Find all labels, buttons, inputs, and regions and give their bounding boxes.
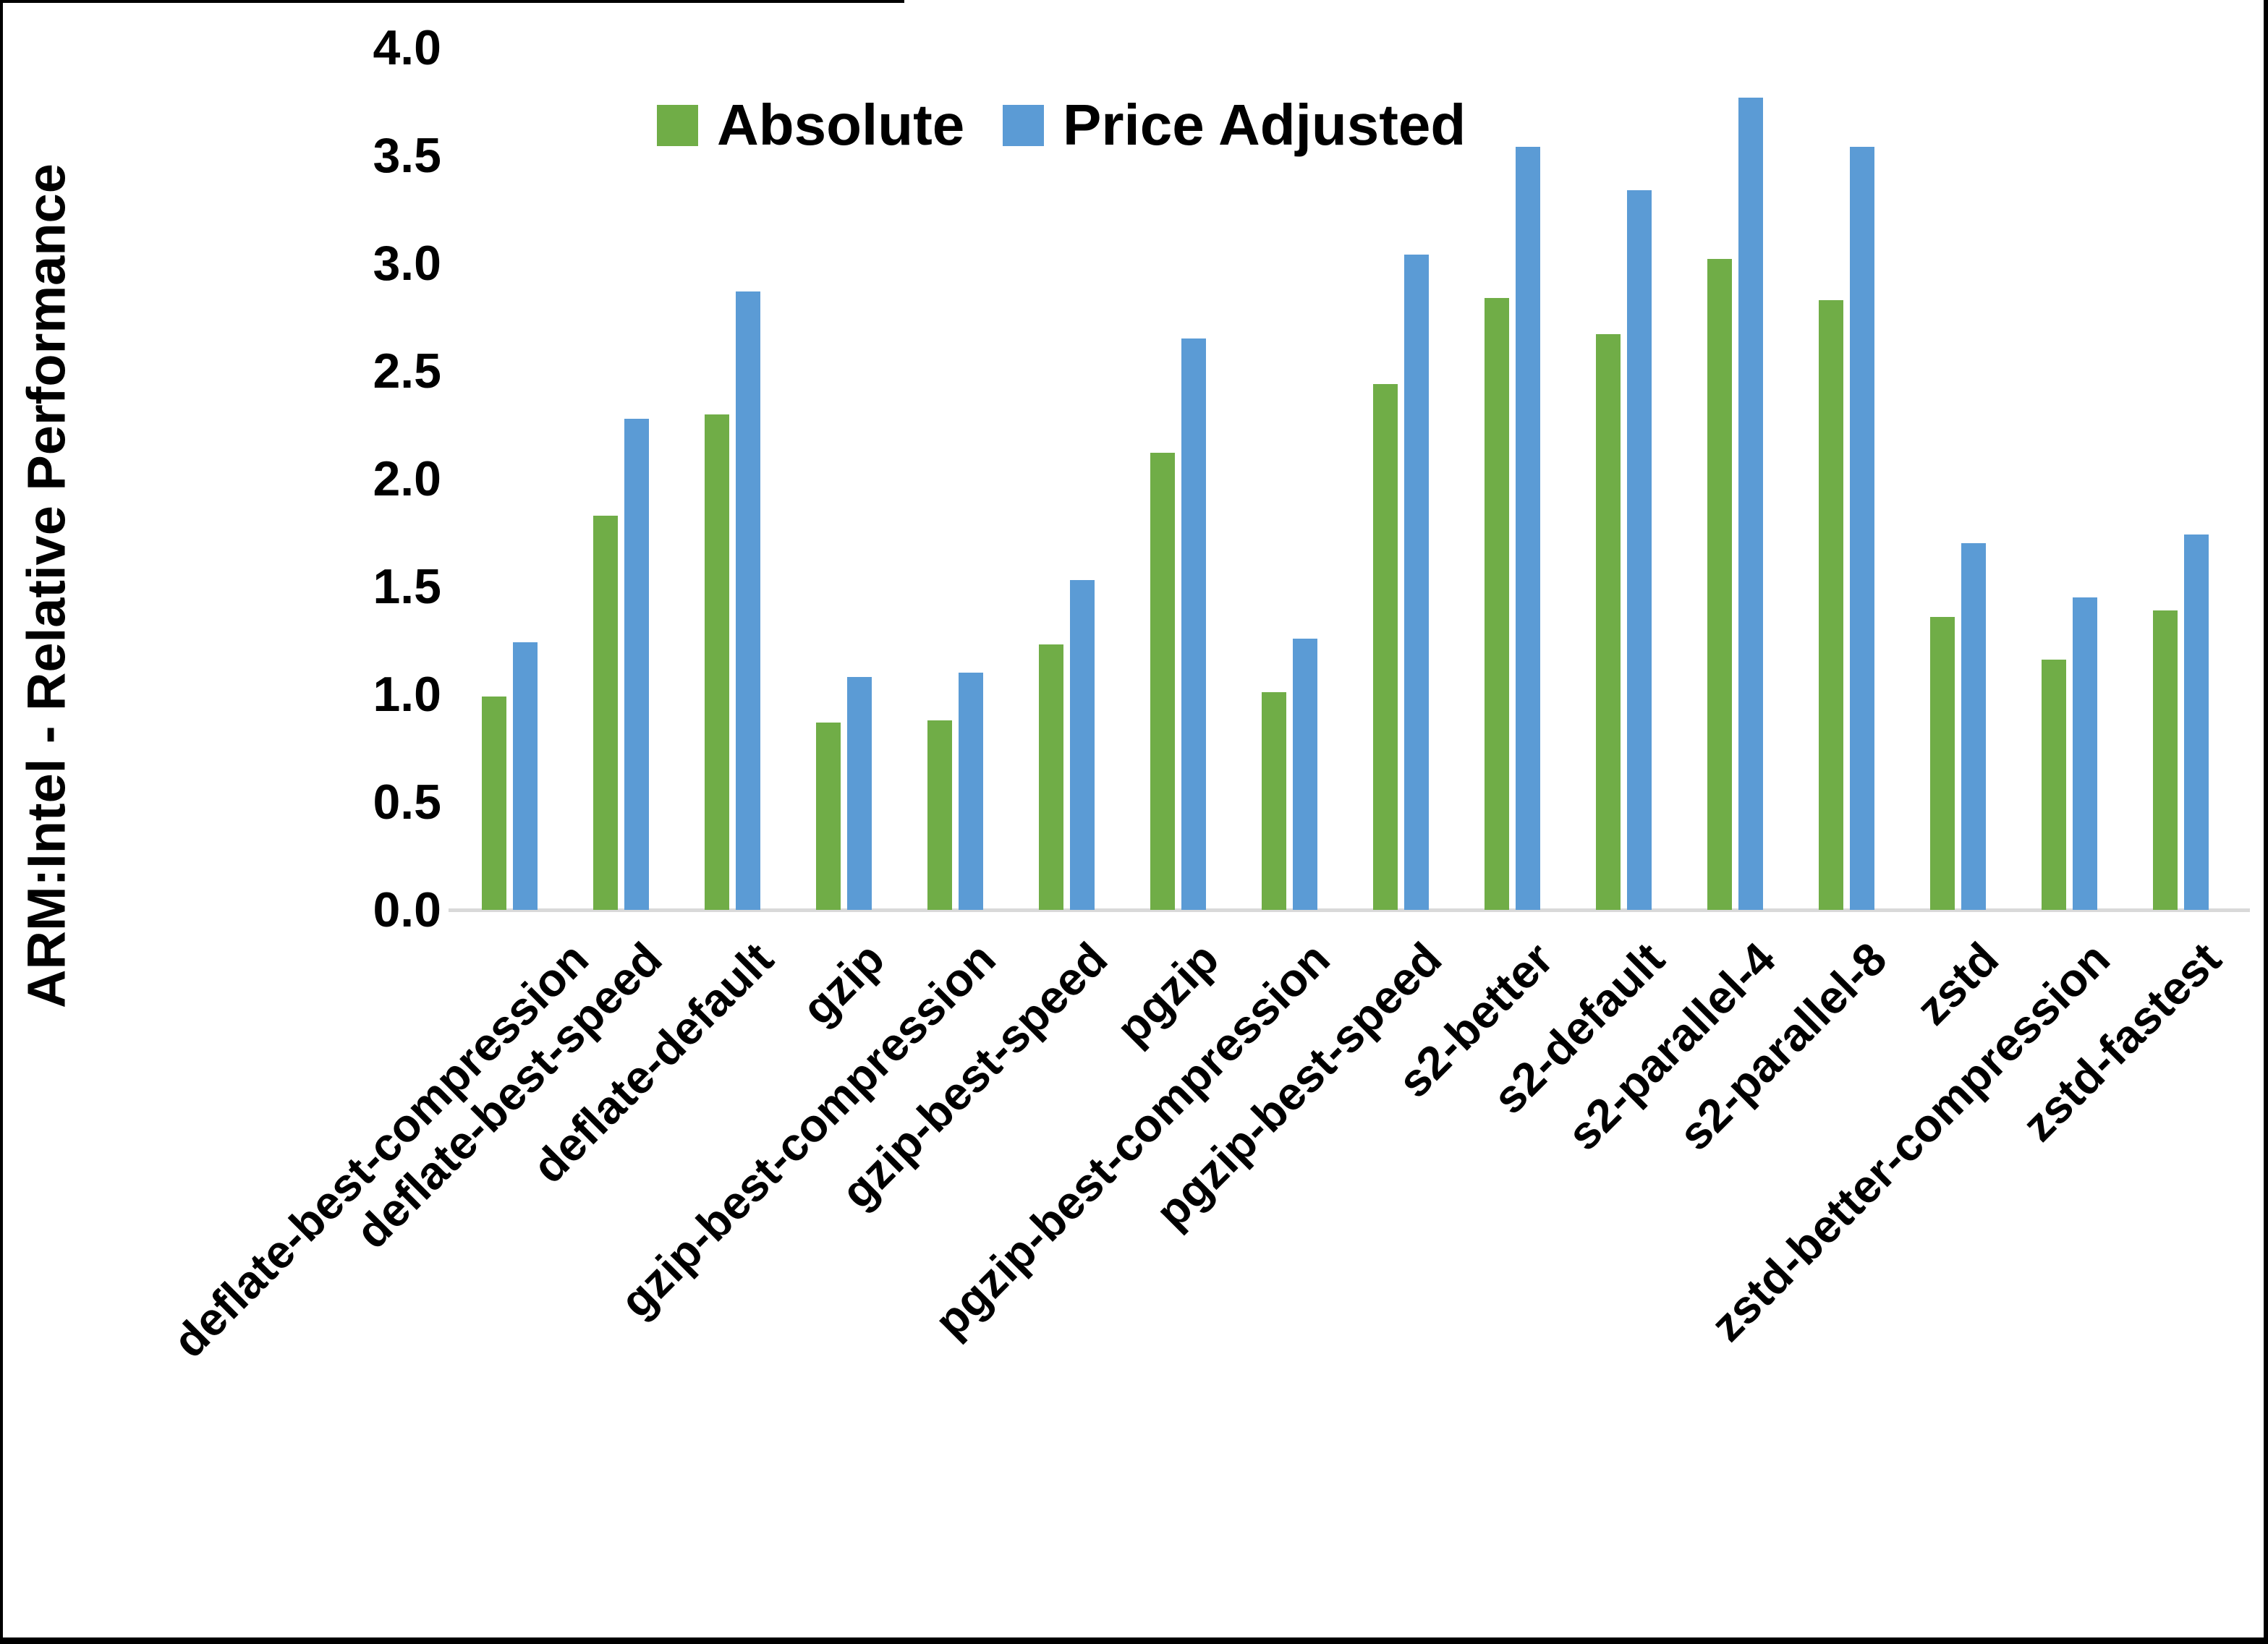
bar-price-adjusted xyxy=(959,673,983,910)
bar-price-adjusted xyxy=(1961,543,1986,910)
frame-border-right xyxy=(2264,0,2268,1644)
bar-price-adjusted xyxy=(2073,597,2097,910)
y-tick-label: 0.0 xyxy=(373,882,441,937)
bar-absolute xyxy=(482,697,506,910)
legend-swatch-absolute xyxy=(657,104,698,146)
bar-price-adjusted xyxy=(1293,639,1317,910)
bar-absolute xyxy=(2153,610,2178,910)
legend: Absolute Price Adjusted xyxy=(0,93,2268,158)
frame-border-left xyxy=(0,0,3,1644)
legend-label-price-adjusted: Price Adjusted xyxy=(1063,93,1466,157)
y-tick-label: 3.0 xyxy=(373,236,441,291)
bar-absolute xyxy=(1039,644,1063,910)
bar-price-adjusted xyxy=(1850,147,1874,910)
bar-price-adjusted xyxy=(513,642,538,910)
bar-price-adjusted xyxy=(1738,98,1763,910)
legend-item-price-adjusted: Price Adjusted xyxy=(1003,93,1466,158)
y-tick-label: 3.5 xyxy=(373,128,441,183)
bar-price-adjusted xyxy=(1516,147,1540,910)
bar-absolute xyxy=(1596,334,1621,910)
frame-border-top xyxy=(0,0,904,3)
bar-absolute xyxy=(593,516,618,910)
y-tick-label: 2.0 xyxy=(373,451,441,506)
y-tick-label: 1.5 xyxy=(373,559,441,614)
bar-absolute xyxy=(816,723,841,910)
bar-price-adjusted xyxy=(736,291,760,910)
bar-absolute xyxy=(705,414,729,910)
bar-absolute xyxy=(1373,384,1398,910)
legend-label-absolute: Absolute xyxy=(717,93,965,157)
bar-absolute xyxy=(1485,298,1509,910)
bar-price-adjusted xyxy=(1181,338,1206,910)
legend-swatch-price-adjusted xyxy=(1003,104,1044,146)
frame-border-bottom xyxy=(0,1637,2268,1644)
bar-absolute xyxy=(1150,453,1175,910)
x-category-label: zstd-fastest xyxy=(2012,932,2232,1151)
bar-absolute xyxy=(1707,259,1732,910)
bar-absolute xyxy=(1262,692,1286,910)
bar-price-adjusted xyxy=(1627,190,1652,910)
y-tick-label: 4.0 xyxy=(373,20,441,75)
bar-price-adjusted xyxy=(1070,580,1095,910)
y-tick-label: 2.5 xyxy=(373,344,441,399)
bar-price-adjusted xyxy=(624,419,649,910)
bar-price-adjusted xyxy=(847,677,872,910)
legend-item-absolute: Absolute xyxy=(657,93,964,158)
bar-absolute xyxy=(1930,617,1955,910)
bar-price-adjusted xyxy=(2184,534,2209,910)
bar-price-adjusted xyxy=(1404,255,1429,910)
bar-absolute xyxy=(1819,300,1843,910)
bar-absolute xyxy=(2042,660,2066,910)
y-tick-label: 0.5 xyxy=(373,775,441,830)
bar-absolute xyxy=(927,720,952,910)
x-axis-line xyxy=(449,908,2250,912)
y-tick-label: 1.0 xyxy=(373,667,441,722)
